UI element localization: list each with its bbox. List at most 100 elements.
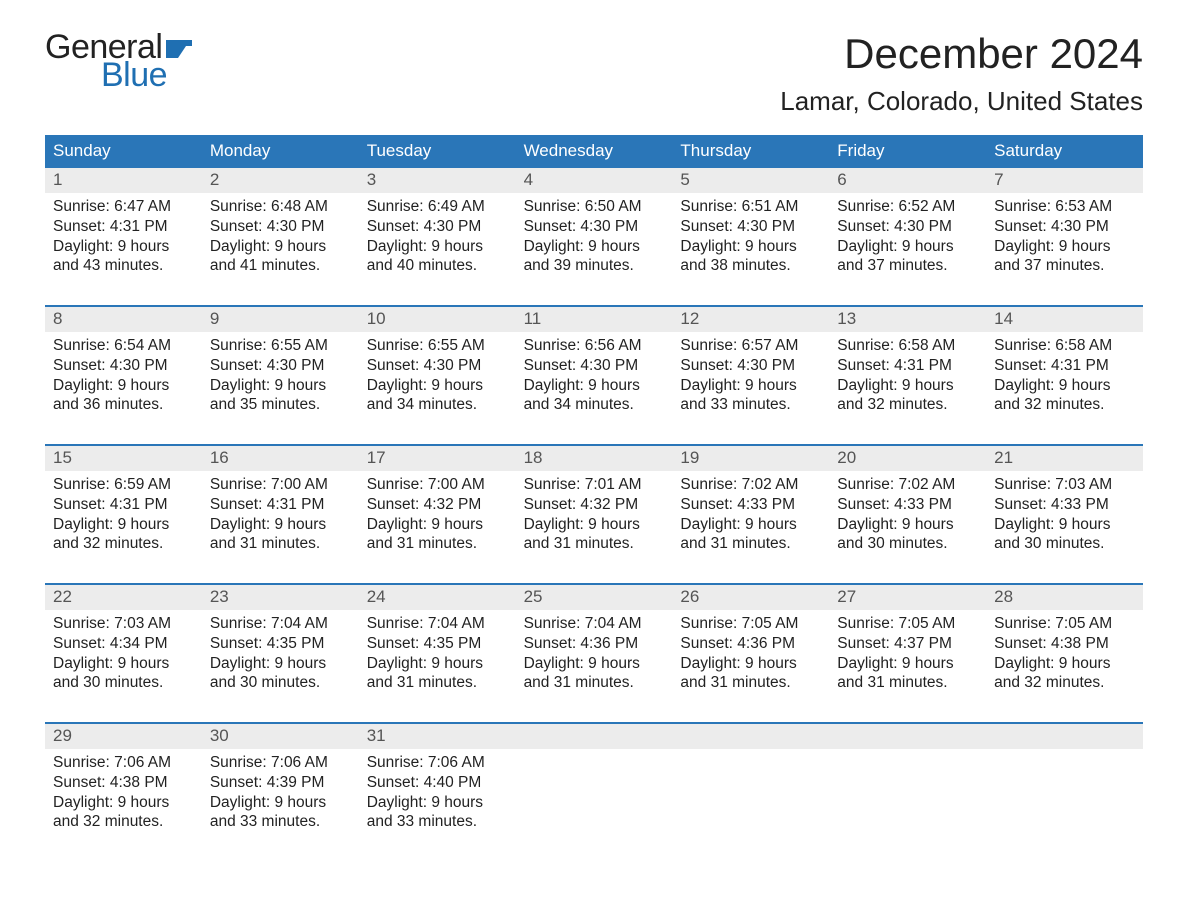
daylight-text: Daylight: 9 hours xyxy=(210,376,351,396)
location-text: Lamar, Colorado, United States xyxy=(780,86,1143,117)
daylight-text: Daylight: 9 hours xyxy=(524,376,665,396)
day-number: 6 xyxy=(829,168,986,193)
sunrise-text: Sunrise: 6:56 AM xyxy=(524,336,665,356)
sunrise-text: Sunrise: 6:55 AM xyxy=(210,336,351,356)
daylight-text: Daylight: 9 hours xyxy=(367,376,508,396)
week-block: 1234567Sunrise: 6:47 AMSunset: 4:31 PMDa… xyxy=(45,168,1143,289)
sunrise-text: Sunrise: 7:04 AM xyxy=(367,614,508,634)
daylight-text: and 31 minutes. xyxy=(837,673,978,693)
calendar: Sunday Monday Tuesday Wednesday Thursday… xyxy=(45,135,1143,845)
day-number xyxy=(516,724,673,749)
sunset-text: Sunset: 4:33 PM xyxy=(680,495,821,515)
daylight-text: Daylight: 9 hours xyxy=(837,376,978,396)
day-cell: Sunrise: 6:50 AMSunset: 4:30 PMDaylight:… xyxy=(516,193,673,289)
daynum-row: 15161718192021 xyxy=(45,446,1143,471)
dayname-monday: Monday xyxy=(202,135,359,168)
day-number: 1 xyxy=(45,168,202,193)
day-cell: Sunrise: 7:06 AMSunset: 4:40 PMDaylight:… xyxy=(359,749,516,845)
day-number: 12 xyxy=(672,307,829,332)
sunrise-text: Sunrise: 7:05 AM xyxy=(680,614,821,634)
day-cell: Sunrise: 7:00 AMSunset: 4:31 PMDaylight:… xyxy=(202,471,359,567)
sunrise-text: Sunrise: 7:04 AM xyxy=(210,614,351,634)
day-number: 22 xyxy=(45,585,202,610)
day-number: 24 xyxy=(359,585,516,610)
sunrise-text: Sunrise: 7:04 AM xyxy=(524,614,665,634)
sunrise-text: Sunrise: 7:03 AM xyxy=(53,614,194,634)
daylight-text: Daylight: 9 hours xyxy=(524,654,665,674)
daylight-text: Daylight: 9 hours xyxy=(837,654,978,674)
day-cell: Sunrise: 7:01 AMSunset: 4:32 PMDaylight:… xyxy=(516,471,673,567)
sunrise-text: Sunrise: 7:02 AM xyxy=(837,475,978,495)
dayname-saturday: Saturday xyxy=(986,135,1143,168)
week-row: Sunrise: 6:47 AMSunset: 4:31 PMDaylight:… xyxy=(45,193,1143,289)
day-cell: Sunrise: 6:48 AMSunset: 4:30 PMDaylight:… xyxy=(202,193,359,289)
day-number: 26 xyxy=(672,585,829,610)
sunset-text: Sunset: 4:31 PM xyxy=(994,356,1135,376)
day-cell: Sunrise: 7:03 AMSunset: 4:34 PMDaylight:… xyxy=(45,610,202,706)
dayname-sunday: Sunday xyxy=(45,135,202,168)
day-cell: Sunrise: 6:49 AMSunset: 4:30 PMDaylight:… xyxy=(359,193,516,289)
day-number: 4 xyxy=(516,168,673,193)
day-cell: Sunrise: 7:06 AMSunset: 4:38 PMDaylight:… xyxy=(45,749,202,845)
daylight-text: Daylight: 9 hours xyxy=(680,515,821,535)
daylight-text: and 31 minutes. xyxy=(367,534,508,554)
daylight-text: Daylight: 9 hours xyxy=(837,515,978,535)
daylight-text: and 33 minutes. xyxy=(367,812,508,832)
daylight-text: Daylight: 9 hours xyxy=(680,237,821,257)
daynum-row: 891011121314 xyxy=(45,307,1143,332)
day-cell: Sunrise: 6:58 AMSunset: 4:31 PMDaylight:… xyxy=(829,332,986,428)
sunrise-text: Sunrise: 6:49 AM xyxy=(367,197,508,217)
sunrise-text: Sunrise: 6:53 AM xyxy=(994,197,1135,217)
daylight-text: and 31 minutes. xyxy=(524,534,665,554)
sunrise-text: Sunrise: 6:59 AM xyxy=(53,475,194,495)
day-cell: Sunrise: 6:55 AMSunset: 4:30 PMDaylight:… xyxy=(359,332,516,428)
day-cell: Sunrise: 6:51 AMSunset: 4:30 PMDaylight:… xyxy=(672,193,829,289)
daylight-text: Daylight: 9 hours xyxy=(53,793,194,813)
page-title: December 2024 xyxy=(780,30,1143,78)
daylight-text: and 30 minutes. xyxy=(994,534,1135,554)
day-cell: Sunrise: 6:47 AMSunset: 4:31 PMDaylight:… xyxy=(45,193,202,289)
sunrise-text: Sunrise: 7:02 AM xyxy=(680,475,821,495)
sunset-text: Sunset: 4:37 PM xyxy=(837,634,978,654)
sunset-text: Sunset: 4:33 PM xyxy=(994,495,1135,515)
week-block: 15161718192021Sunrise: 6:59 AMSunset: 4:… xyxy=(45,444,1143,567)
daylight-text: and 30 minutes. xyxy=(837,534,978,554)
daylight-text: and 32 minutes. xyxy=(994,673,1135,693)
dayname-tuesday: Tuesday xyxy=(359,135,516,168)
daylight-text: Daylight: 9 hours xyxy=(367,515,508,535)
sunset-text: Sunset: 4:38 PM xyxy=(53,773,194,793)
sunrise-text: Sunrise: 7:05 AM xyxy=(994,614,1135,634)
sunset-text: Sunset: 4:35 PM xyxy=(367,634,508,654)
day-number: 17 xyxy=(359,446,516,471)
daylight-text: and 31 minutes. xyxy=(210,534,351,554)
day-cell: Sunrise: 6:57 AMSunset: 4:30 PMDaylight:… xyxy=(672,332,829,428)
day-number: 30 xyxy=(202,724,359,749)
day-number xyxy=(986,724,1143,749)
day-number: 23 xyxy=(202,585,359,610)
day-number: 11 xyxy=(516,307,673,332)
sunrise-text: Sunrise: 6:57 AM xyxy=(680,336,821,356)
day-cell: Sunrise: 6:56 AMSunset: 4:30 PMDaylight:… xyxy=(516,332,673,428)
daylight-text: Daylight: 9 hours xyxy=(367,237,508,257)
day-number: 2 xyxy=(202,168,359,193)
day-cell: Sunrise: 6:53 AMSunset: 4:30 PMDaylight:… xyxy=(986,193,1143,289)
day-cell: Sunrise: 6:55 AMSunset: 4:30 PMDaylight:… xyxy=(202,332,359,428)
day-cell: Sunrise: 7:00 AMSunset: 4:32 PMDaylight:… xyxy=(359,471,516,567)
week-row: Sunrise: 6:59 AMSunset: 4:31 PM Daylight:… xyxy=(45,471,1143,567)
sunrise-text: Sunrise: 7:06 AM xyxy=(210,753,351,773)
daylight-text: Daylight: 9 hours xyxy=(367,654,508,674)
daylight-text: Daylight: 9 hours xyxy=(524,515,665,535)
sunset-text: Sunset: 4:31 PM xyxy=(53,495,194,515)
day-cell: Sunrise: 7:05 AMSunset: 4:36 PMDaylight:… xyxy=(672,610,829,706)
day-number: 20 xyxy=(829,446,986,471)
day-number: 10 xyxy=(359,307,516,332)
day-number: 8 xyxy=(45,307,202,332)
day-number: 28 xyxy=(986,585,1143,610)
sunrise-text: Sunrise: 6:52 AM xyxy=(837,197,978,217)
day-number: 5 xyxy=(672,168,829,193)
daylight-text: and 30 minutes. xyxy=(53,673,194,693)
daylight-text: and 32 minutes. xyxy=(53,812,194,832)
day-cell xyxy=(672,749,829,845)
week-block: 293031Sunrise: 7:06 AMSunset: 4:38 PMDay… xyxy=(45,722,1143,845)
sunset-text: Sunset: 4:30 PM xyxy=(367,217,508,237)
